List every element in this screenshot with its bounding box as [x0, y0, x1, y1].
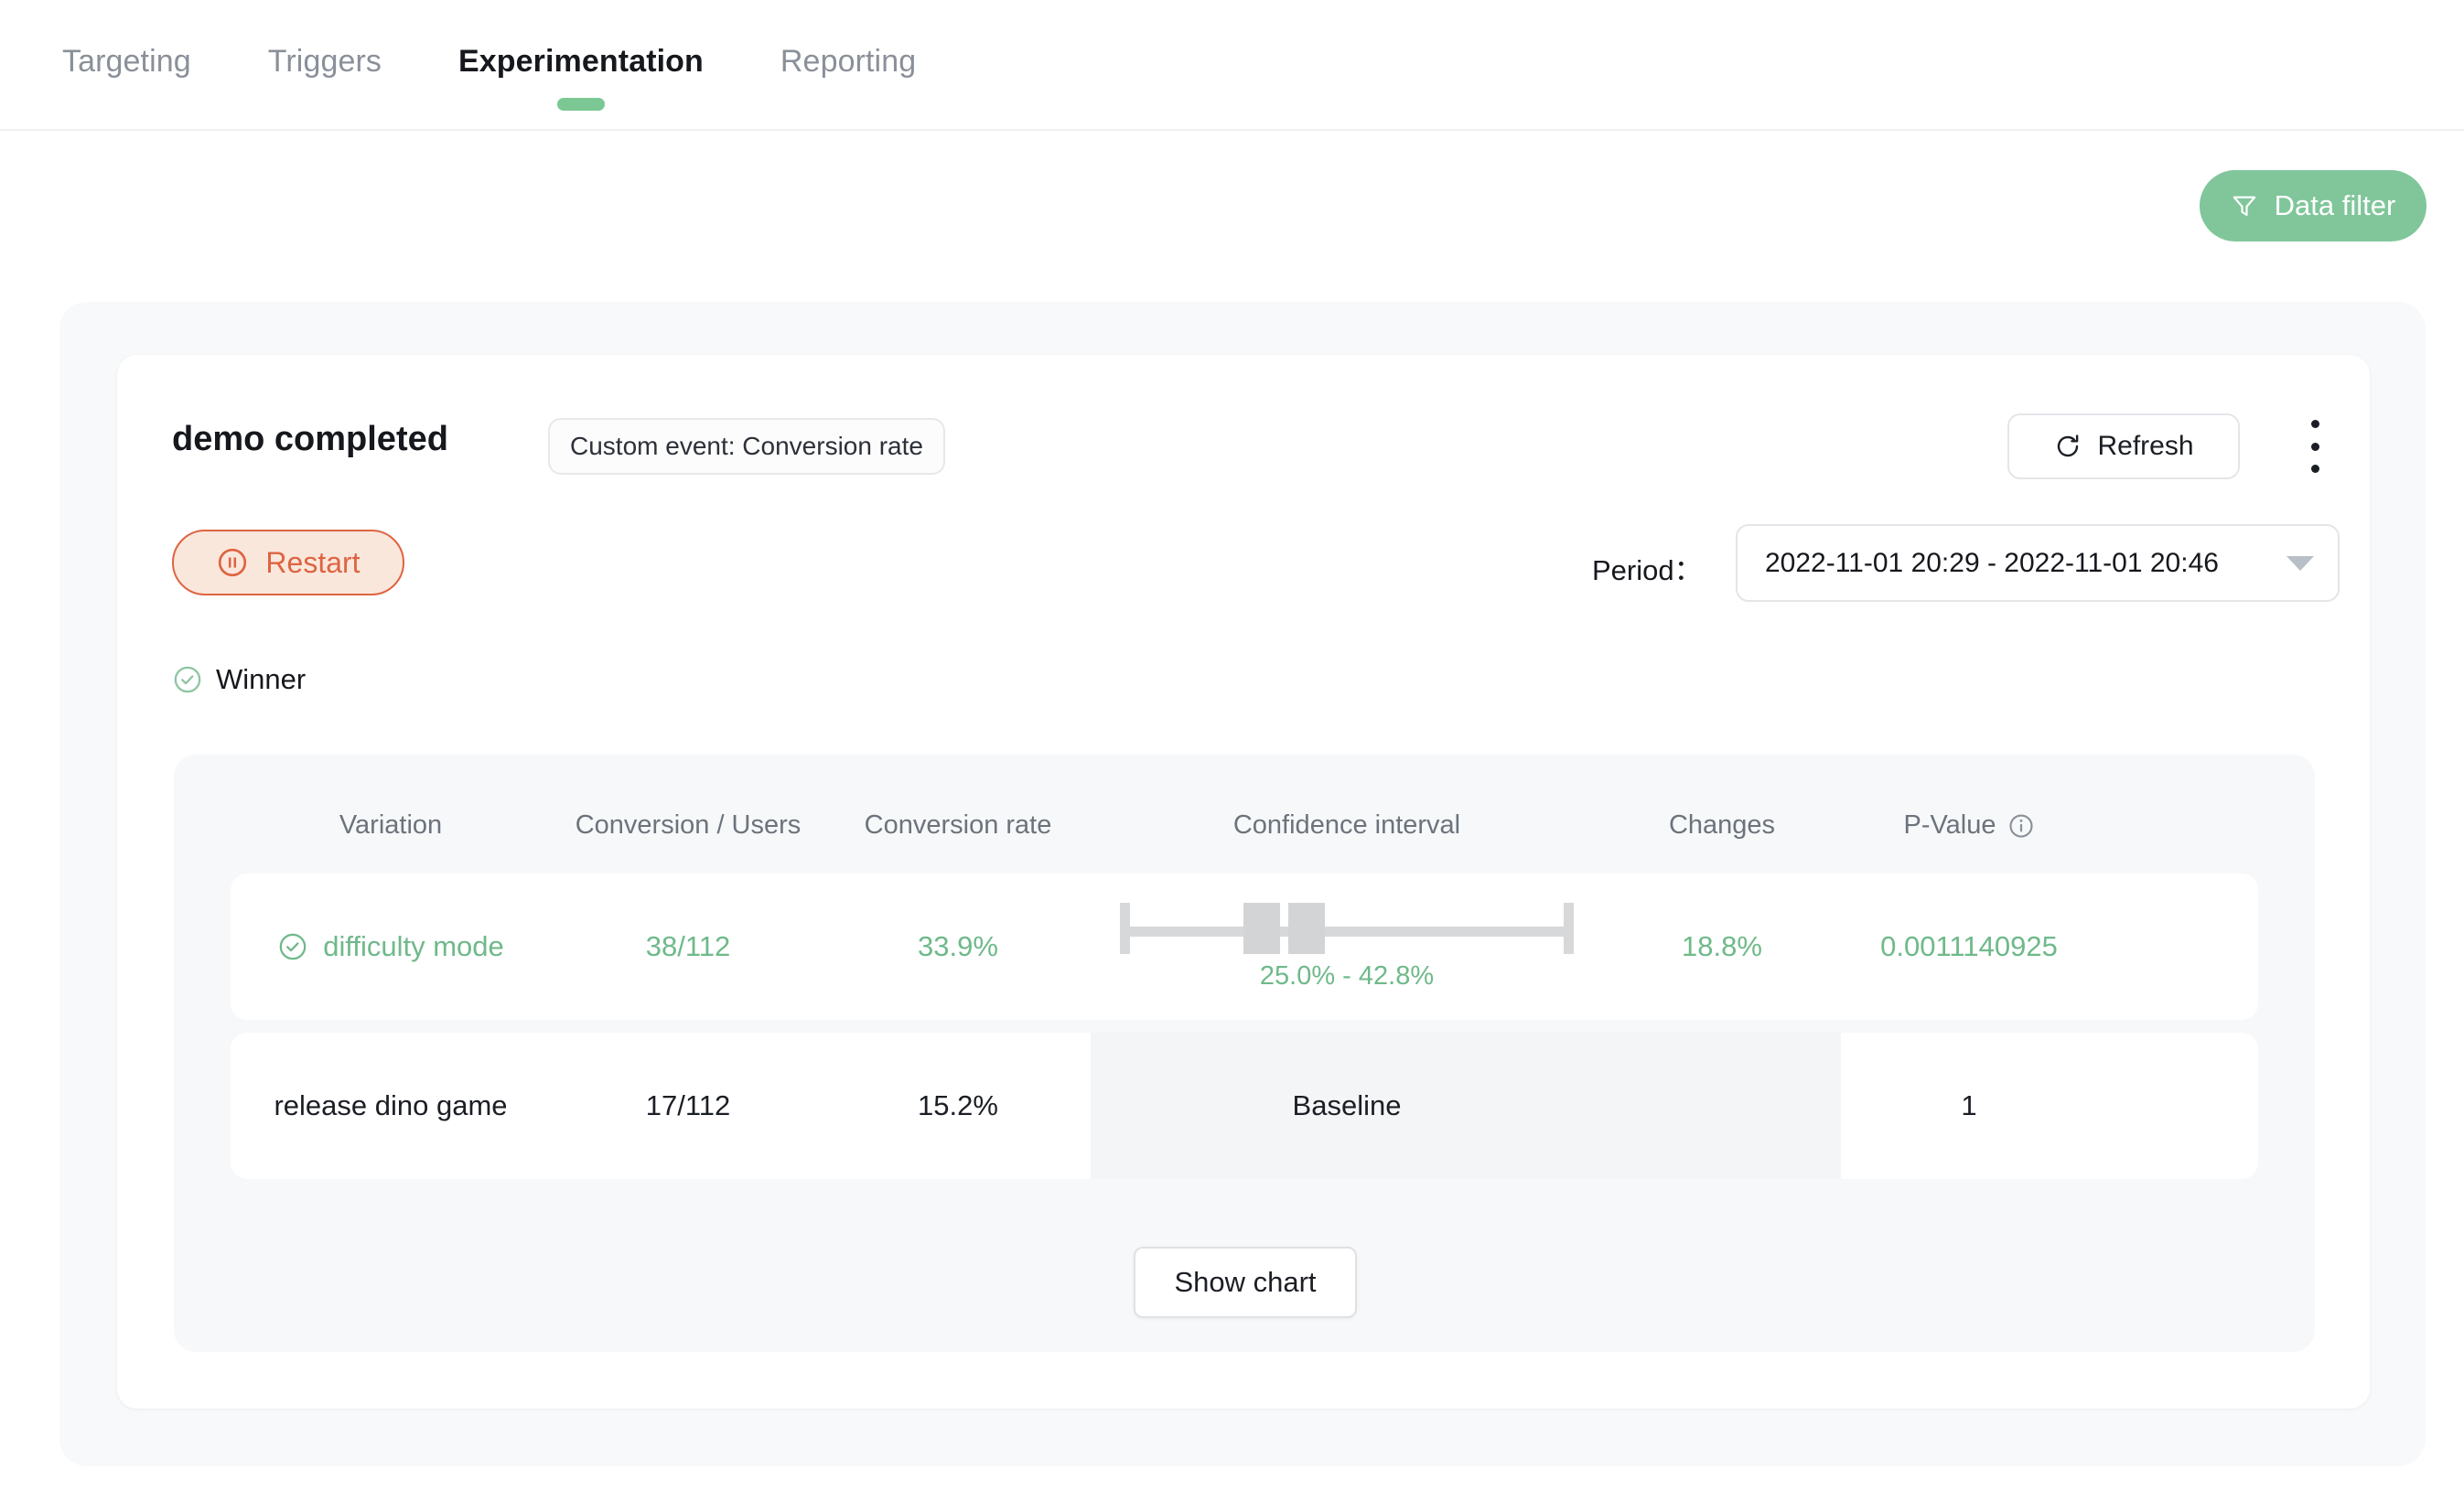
- header-conversion-rate: Conversion rate: [864, 810, 1052, 840]
- cell-variation: release dino game: [231, 1033, 551, 1179]
- header-p-value-label: P-Value: [1903, 810, 1996, 840]
- ci-cap-right: [1564, 902, 1574, 954]
- tab-triggers[interactable]: Triggers: [268, 44, 382, 105]
- ci-cap-left: [1120, 902, 1130, 954]
- period-label: Period：: [1592, 554, 1703, 586]
- event-chip: Custom event: Conversion rate: [548, 418, 945, 475]
- header-conversion-users: Conversion / Users: [575, 810, 802, 840]
- period-value: 2022-11-01 20:29 - 2022-11-01 20:46: [1765, 547, 2219, 578]
- pause-circle-icon: [219, 548, 247, 577]
- active-tab-indicator: [556, 98, 605, 111]
- cell-baseline: Baseline: [1091, 1033, 1603, 1179]
- experiment-title: demo completed: [172, 420, 448, 458]
- show-chart-button[interactable]: Show chart: [1134, 1247, 1357, 1318]
- data-filter-label: Data filter: [2274, 189, 2396, 221]
- refresh-icon: [2058, 434, 2079, 457]
- status-badge: Winner: [172, 663, 306, 696]
- tab-reporting-label: Reporting: [780, 44, 917, 79]
- kebab-dot-1: [2310, 420, 2319, 428]
- kebab-menu-icon[interactable]: [2295, 416, 2335, 477]
- ci-block-variant: [1288, 902, 1325, 954]
- tab-experimentation[interactable]: Experimentation: [458, 44, 704, 111]
- refresh-button[interactable]: Refresh: [2007, 413, 2240, 479]
- restart-button[interactable]: Restart: [172, 530, 404, 595]
- cell-baseline-label: Baseline: [1292, 1089, 1402, 1121]
- tab-targeting-label: Targeting: [62, 44, 191, 79]
- cell-conversion-rate: 33.9%: [918, 930, 998, 962]
- table-row[interactable]: release dino game 17/112 15.2% Baseline …: [231, 1033, 2258, 1179]
- refresh-label: Refresh: [2097, 431, 2194, 461]
- ci-whisker-line: [1125, 926, 1568, 937]
- tab-experimentation-label: Experimentation: [458, 44, 704, 79]
- tab-reporting[interactable]: Reporting: [780, 44, 916, 105]
- header-variation: Variation: [339, 810, 443, 840]
- cell-conversion-rate: 15.2%: [918, 1089, 998, 1121]
- cell-p-value: 0.0011140925: [1880, 930, 2058, 962]
- header-confidence-interval: Confidence interval: [1232, 810, 1461, 840]
- header-p-value: P-Value: [1841, 810, 2097, 841]
- table-row[interactable]: difficulty mode 38/112 33.9% 25.0% - 42.…: [231, 874, 2258, 1020]
- check-circle-icon: [279, 933, 307, 960]
- table-header-row: Variation Conversion / Users Conversion …: [174, 755, 2315, 896]
- cell-baseline-changes: [1603, 1033, 1841, 1179]
- cell-variation: difficulty mode: [231, 874, 551, 1020]
- cell-confidence-interval: 25.0% - 42.8%: [1091, 874, 1603, 1020]
- cell-variation-label: difficulty mode: [323, 930, 504, 962]
- cell-confidence-interval-label: 25.0% - 42.8%: [1259, 960, 1435, 991]
- kebab-dot-3: [2310, 465, 2319, 473]
- funnel-icon: [2233, 196, 2255, 217]
- cell-changes: 18.8%: [1682, 930, 1762, 962]
- cell-conversion-users: 17/112: [645, 1089, 731, 1121]
- period-select[interactable]: 2022-11-01 20:29 - 2022-11-01 20:46: [1736, 524, 2340, 602]
- cell-variation-label: release dino game: [274, 1089, 508, 1121]
- tab-triggers-label: Triggers: [267, 44, 382, 79]
- data-filter-button[interactable]: Data filter: [2200, 170, 2426, 241]
- ci-block-baseline: [1243, 902, 1280, 954]
- cell-conversion-users: 38/112: [645, 930, 731, 962]
- chevron-down-icon: [2286, 555, 2314, 571]
- tab-list: Targeting Triggers Experimentation Repor…: [62, 44, 993, 111]
- event-chip-label: Custom event: Conversion rate: [570, 432, 923, 460]
- cell-p-value: 1: [1961, 1089, 1977, 1121]
- header-changes: Changes: [1668, 810, 1776, 840]
- kebab-dot-2: [2310, 442, 2319, 451]
- confidence-interval-plot: [1118, 902, 1576, 954]
- restart-label: Restart: [265, 545, 360, 579]
- status-label: Winner: [216, 663, 307, 695]
- check-circle-icon: [174, 666, 201, 693]
- top-tab-bar: Targeting Triggers Experimentation Repor…: [0, 0, 2464, 131]
- info-icon[interactable]: [2007, 812, 2035, 840]
- tab-targeting[interactable]: Targeting: [62, 44, 191, 105]
